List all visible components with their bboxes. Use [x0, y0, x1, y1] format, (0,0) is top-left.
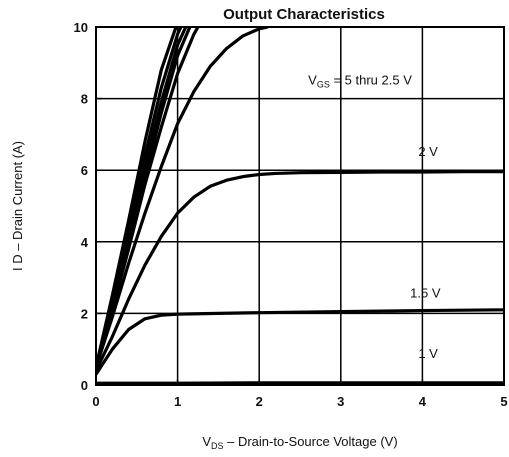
x-axis-label-sub: DS: [211, 441, 224, 451]
chart-title: Output Characteristics: [223, 6, 385, 23]
y-axis-label: I D – Drain Current (A): [10, 141, 25, 271]
x-tick-label: 5: [500, 394, 507, 409]
series-line: [96, 170, 504, 373]
y-tick-label: 2: [81, 306, 88, 321]
x-tick-label: 4: [419, 394, 427, 409]
y-tick-label: 4: [81, 235, 89, 250]
annotation-vgs-2: 2 V: [418, 144, 438, 159]
y-tick-label: 10: [74, 20, 88, 35]
series-group: [96, 27, 504, 385]
plot-area: 0 1 2 3 4 5 0 2 4 6 8 10 VGS = 5 thru 2.5 V 2 V 1.5 V 1…: [74, 20, 508, 409]
annotation-vgs-1: 1 V: [418, 346, 438, 361]
annotations: VGS = 5 thru 2.5 V 2 V 1.5 V 1 V: [308, 72, 441, 361]
x-axis-label-rest: – Drain-to-Source Voltage (V): [224, 434, 398, 449]
y-tick-label: 8: [81, 92, 88, 107]
annotation-vgs-range: VGS = 5 thru 2.5 V: [308, 72, 412, 89]
x-tick-label: 0: [92, 394, 99, 409]
series-line: [96, 27, 269, 369]
x-axis-label-main: V: [202, 434, 211, 449]
x-tick-label: 2: [256, 394, 263, 409]
y-tick-label: 0: [81, 378, 88, 393]
annotation-main: V: [308, 72, 317, 87]
annotation-vgs-1-5: 1.5 V: [410, 285, 441, 300]
x-axis-label: VDS – Drain-to-Source Voltage (V): [202, 434, 397, 451]
plot-frame: [95, 26, 505, 386]
annotation-rest: = 5 thru 2.5 V: [330, 72, 412, 87]
series-line: [96, 308, 504, 376]
series-line: [96, 27, 200, 369]
y-tick-label: 6: [81, 163, 88, 178]
annotation-sub: GS: [317, 79, 330, 89]
x-tick-label: 3: [337, 394, 344, 409]
x-tick-label: 1: [174, 394, 181, 409]
